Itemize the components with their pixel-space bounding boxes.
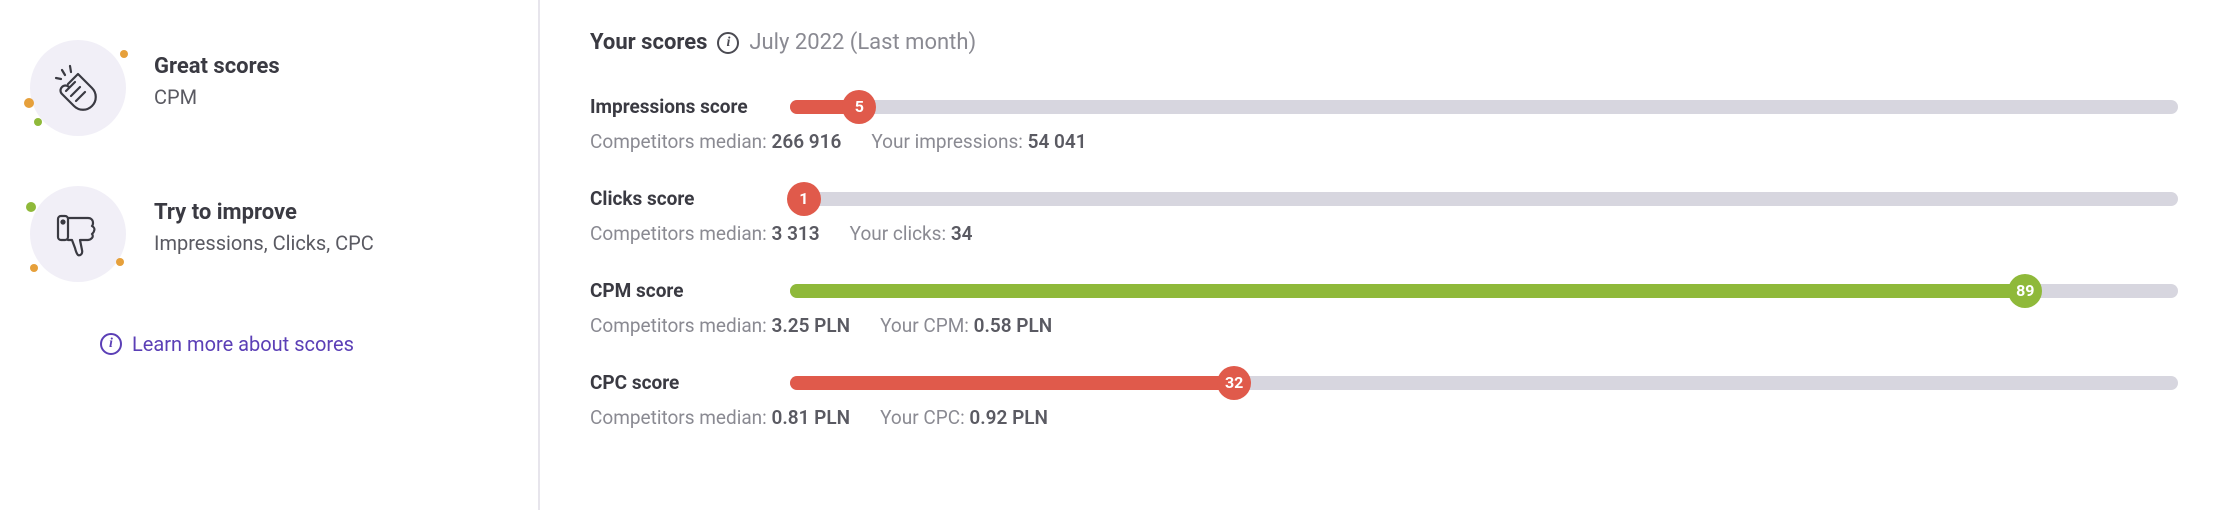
- cpm-median-value: 3.25 PLN: [772, 314, 851, 337]
- cpm-bar-fill: [790, 284, 2025, 298]
- impressions-score-row: Impressions score 5 Competitors median: …: [590, 95, 2178, 153]
- learn-more-link[interactable]: i Learn more about scores: [100, 332, 508, 356]
- clicks-score-row: Clicks score 1 Competitors median: 3 313…: [590, 187, 2178, 245]
- main-panel: Your scores i July 2022 (Last month) Imp…: [540, 0, 2218, 510]
- great-scores-row: Great scores CPM: [30, 40, 508, 136]
- cpc-bar-fill: [790, 376, 1234, 390]
- cpm-your-label: Your CPM:: [880, 314, 969, 337]
- improve-scores-row: Try to improve Impressions, Clicks, CPC: [30, 186, 508, 282]
- sidebar: Great scores CPM Try to improve: [0, 0, 540, 510]
- thumbs-down-icon: [30, 186, 126, 282]
- clicks-label: Clicks score: [590, 187, 790, 210]
- impressions-median-label: Competitors median:: [590, 130, 767, 153]
- learn-more-label: Learn more about scores: [132, 332, 354, 356]
- cpc-median-label: Competitors median:: [590, 406, 767, 429]
- cpm-score-row: CPM score 89 Competitors median: 3.25 PL…: [590, 279, 2178, 337]
- impressions-bar-dot: 5: [842, 90, 876, 124]
- clicks-median-value: 3 313: [772, 222, 820, 245]
- scores-period: July 2022 (Last month): [749, 30, 976, 55]
- cpm-your-value: 0.58 PLN: [974, 314, 1053, 337]
- cpm-median-label: Competitors median:: [590, 314, 767, 337]
- cpc-median-value: 0.81 PLN: [772, 406, 851, 429]
- cpm-bar-dot: 89: [2008, 274, 2042, 308]
- clap-icon: [30, 40, 126, 136]
- cpc-your-label: Your CPC:: [880, 406, 965, 429]
- improve-scores-title: Try to improve: [154, 200, 374, 225]
- improve-scores-value: Impressions, Clicks, CPC: [154, 231, 374, 255]
- clicks-your-label: Your clicks:: [850, 222, 946, 245]
- clicks-bar: 1: [790, 192, 2178, 206]
- cpm-bar: 89: [790, 284, 2178, 298]
- impressions-bar: 5: [790, 100, 2178, 114]
- great-scores-title: Great scores: [154, 54, 280, 79]
- impressions-your-label: Your impressions:: [871, 130, 1023, 153]
- clicks-your-value: 34: [951, 222, 973, 245]
- clicks-bar-dot: 1: [787, 182, 821, 216]
- impressions-label: Impressions score: [590, 95, 790, 118]
- info-icon: i: [100, 333, 122, 355]
- cpm-label: CPM score: [590, 279, 790, 302]
- cpc-score-row: CPC score 32 Competitors median: 0.81 PL…: [590, 371, 2178, 429]
- great-scores-value: CPM: [154, 85, 280, 109]
- scores-header: Your scores i July 2022 (Last month): [590, 30, 2178, 55]
- cpc-bar-dot: 32: [1217, 366, 1251, 400]
- impressions-your-value: 54 041: [1028, 130, 1087, 153]
- info-icon[interactable]: i: [717, 32, 739, 54]
- cpc-label: CPC score: [590, 371, 790, 394]
- clicks-median-label: Competitors median:: [590, 222, 767, 245]
- impressions-median-value: 266 916: [772, 130, 842, 153]
- scores-title: Your scores: [590, 30, 707, 55]
- cpc-your-value: 0.92 PLN: [969, 406, 1048, 429]
- cpc-bar: 32: [790, 376, 2178, 390]
